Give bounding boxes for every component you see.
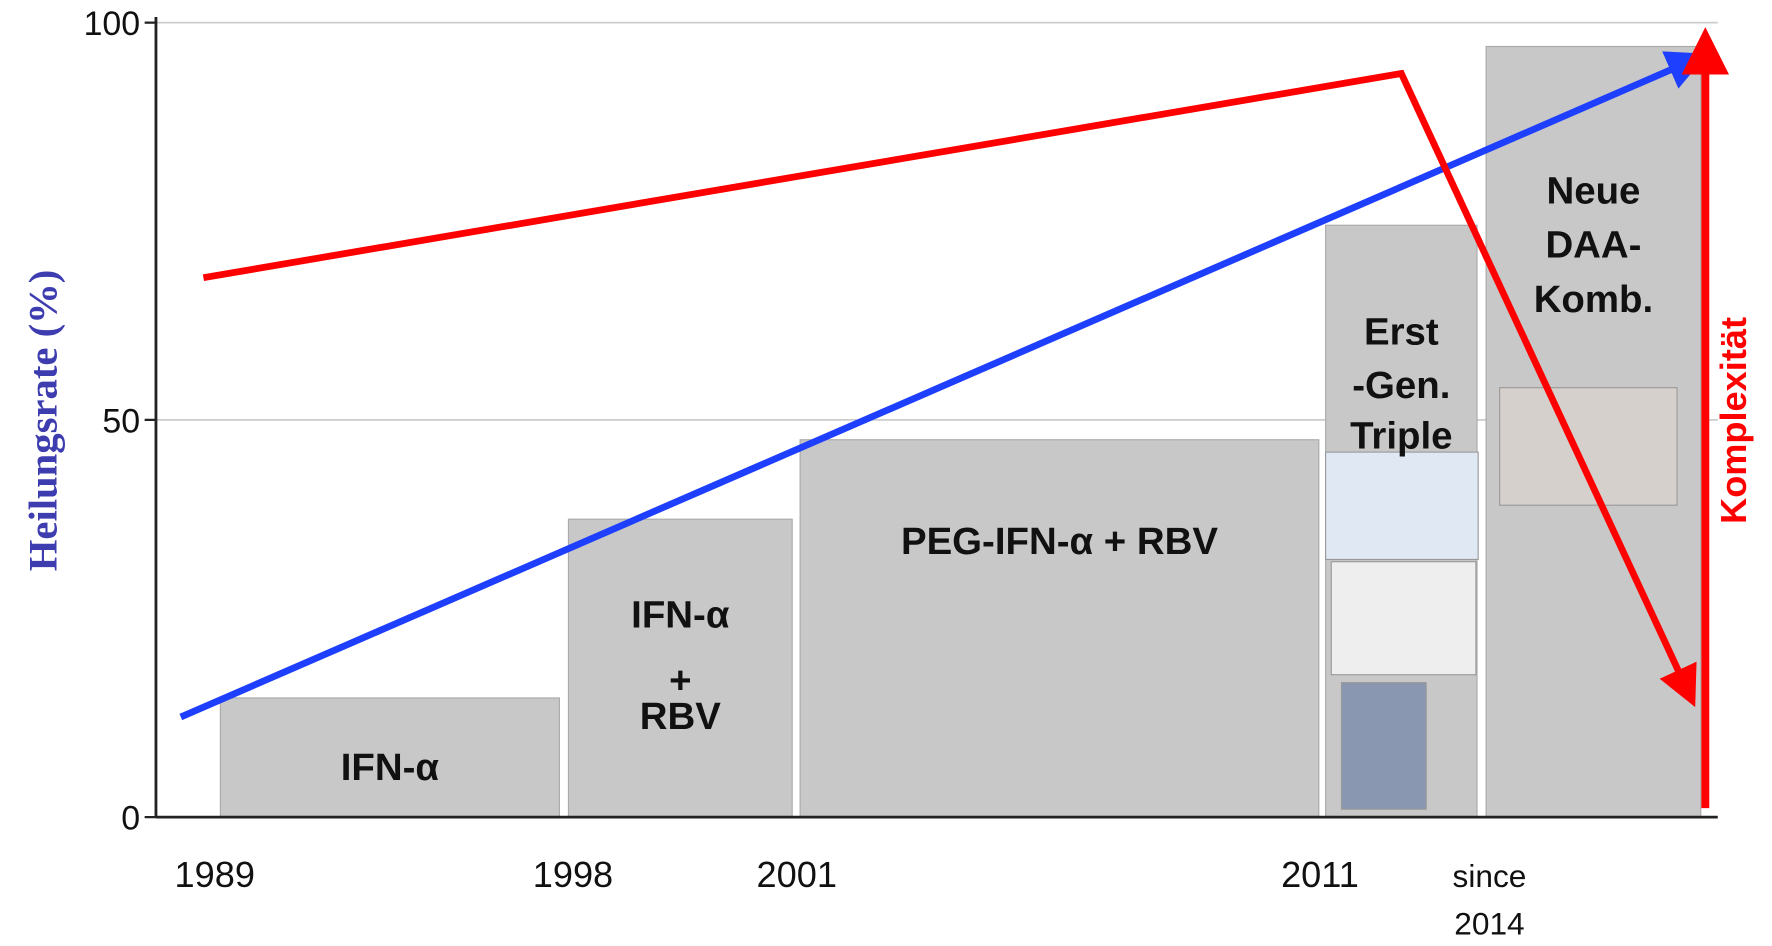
bar-label: IFN-α (341, 746, 440, 789)
bar-label: -Gen. (1352, 364, 1450, 407)
y-tick-label: 0 (121, 800, 140, 838)
bar (799, 439, 1320, 818)
x-label: 2011 (1281, 854, 1359, 895)
y-tick-label: 50 (102, 402, 140, 440)
bar (567, 518, 793, 818)
x-label: 1989 (175, 854, 255, 895)
y-tick-label: 100 (84, 5, 141, 43)
x-label: 2014 (1454, 906, 1524, 942)
bar-label: Komb. (1534, 278, 1653, 321)
y-axis-label: Heilungsrate (%) (21, 270, 66, 572)
x-label: 2001 (757, 854, 837, 895)
bar-label: DAA- (1545, 224, 1641, 267)
drug-photo (1325, 451, 1479, 561)
x-label: 1998 (533, 854, 613, 895)
drug-photo (1330, 561, 1477, 676)
x-label: since (1453, 858, 1527, 894)
drug-photo (1340, 682, 1427, 810)
drug-photo (1499, 387, 1678, 506)
bar-label: PEG-IFN-α + RBV (901, 520, 1218, 563)
bar-label: Neue (1546, 169, 1640, 212)
bar-label: RBV (640, 695, 721, 738)
bar-label: Erst (1364, 311, 1439, 354)
complexity-label: Komplexität (1713, 317, 1754, 524)
trend-line (202, 69, 1697, 708)
bar-label: Triple (1350, 415, 1452, 458)
bar (219, 697, 560, 818)
drug-images (1325, 387, 1678, 810)
bar-label: + (669, 659, 691, 702)
bar-label: IFN-α (631, 593, 730, 636)
